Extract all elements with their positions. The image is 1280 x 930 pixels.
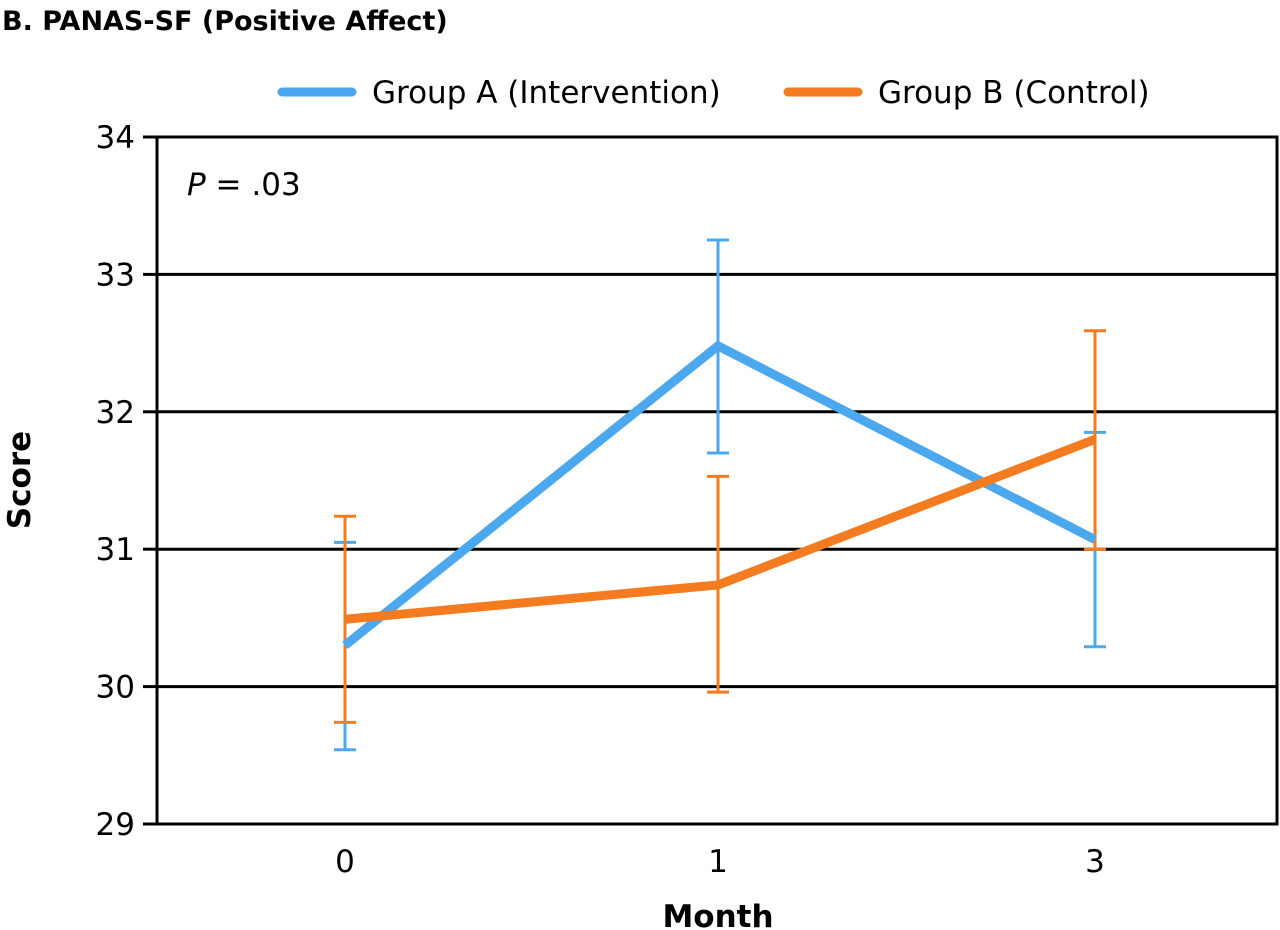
- y-tick-label-31: 31: [96, 532, 135, 568]
- x-tick-label-1: 1: [708, 844, 728, 880]
- y-axis-title: Score: [2, 431, 38, 529]
- chart-title: B. PANAS-SF (Positive Affect): [2, 6, 448, 37]
- p-value-symbol: P: [187, 167, 206, 203]
- x-axis-title: Month: [662, 899, 773, 930]
- legend: Group A (Intervention) Group B (Control): [277, 75, 1150, 111]
- series-lines: [342, 340, 1098, 649]
- x-axis-ticks: 0 1 3: [335, 844, 1105, 880]
- legend-label-series-1: Group B (Control): [878, 75, 1150, 111]
- plot-frame: [155, 135, 1279, 826]
- y-tick-label-32: 32: [96, 395, 135, 431]
- series-line-0: [342, 340, 1098, 649]
- legend-label-series-0: Group A (Intervention): [372, 75, 721, 111]
- series-line-1: [344, 435, 1097, 624]
- y-axis-ticks: 29 30 31 32 33 34: [96, 120, 157, 843]
- x-tick-label-0: 0: [335, 844, 355, 880]
- y-tick-label-30: 30: [96, 670, 135, 706]
- p-value-text: = .03: [206, 167, 301, 203]
- y-tick-label-29: 29: [96, 807, 135, 843]
- p-value-annotation: P = .03: [187, 167, 301, 203]
- error-bars: [334, 238, 1106, 752]
- y-tick-label-33: 33: [96, 257, 135, 293]
- x-tick-label-3: 3: [1085, 844, 1105, 880]
- y-tick-label-34: 34: [96, 120, 135, 156]
